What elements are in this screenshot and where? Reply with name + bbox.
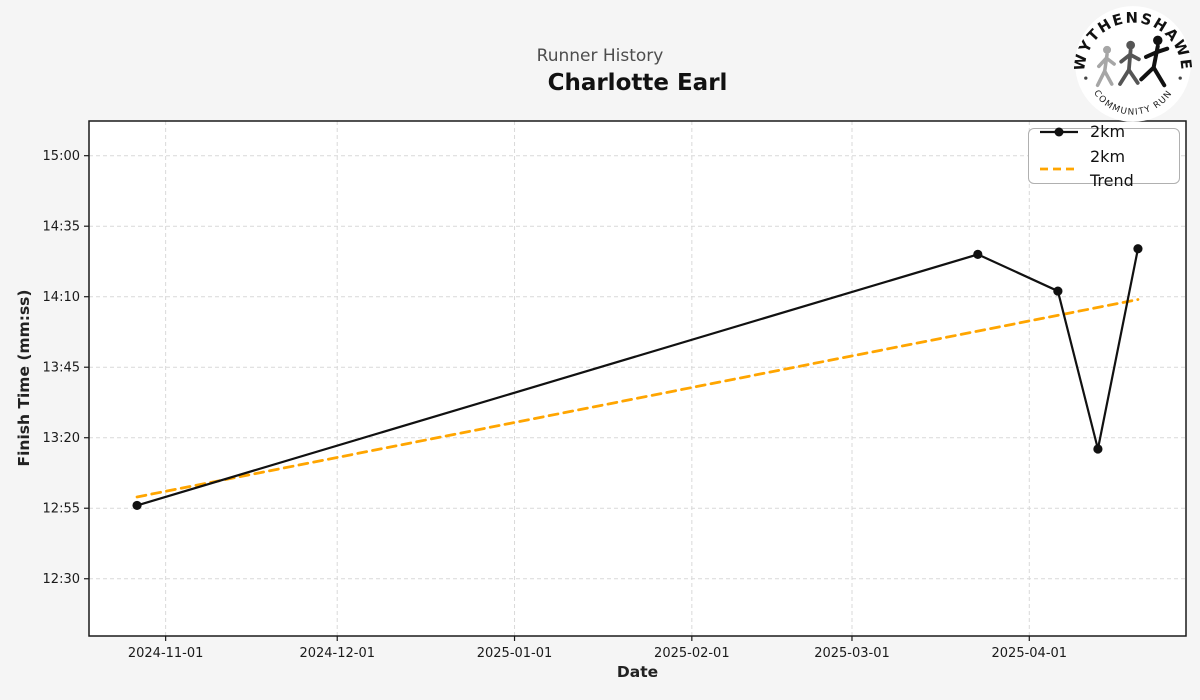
- plot-border: [88, 120, 1187, 637]
- legend-swatch-dashed-line: [1040, 167, 1078, 170]
- wythenshawe-community-run-logo: WYTHENSHAWE COMMUNITY RUN: [1074, 6, 1192, 122]
- data-point: [1093, 444, 1103, 454]
- logo-separator-dot-right: [1178, 76, 1182, 80]
- legend-marker-dot: [1054, 127, 1064, 136]
- y-tick-label: 15:00: [43, 149, 80, 164]
- runner-icon: [1095, 35, 1170, 88]
- y-tick-label: 13:20: [43, 431, 80, 446]
- series-line-2km-trend: [135, 298, 1140, 499]
- x-tick-label: 2025-02-01: [654, 646, 730, 661]
- x-tick-label: 2024-11-01: [128, 646, 204, 661]
- data-point: [973, 249, 983, 260]
- data-point: [1133, 244, 1143, 254]
- figure-subtitle: Runner History: [536, 46, 664, 66]
- data-point: [1053, 286, 1063, 296]
- x-tick-label: 2025-03-01: [814, 646, 890, 661]
- x-axis-label: Date: [616, 663, 659, 681]
- x-tick-label: 2025-01-01: [477, 646, 553, 661]
- plot-area: [89, 121, 1186, 636]
- legend-item-2km: 2km: [1038, 120, 1173, 144]
- y-tick-label: 14:35: [43, 220, 80, 235]
- logo-badge-circle: [1075, 6, 1191, 122]
- x-tick-label: 2024-12-01: [299, 646, 375, 661]
- y-tick-label: 13:45: [43, 361, 80, 376]
- legend-label: 2km: [1090, 121, 1126, 141]
- legend-item-2km-trend: 2km Trend: [1038, 145, 1173, 193]
- x-tick-label: 2025-04-01: [992, 646, 1068, 661]
- page-title: Charlotte Earl: [547, 70, 728, 96]
- data-point: [132, 500, 142, 511]
- legend-swatch-solid-line: [1040, 127, 1078, 136]
- legend: 2km 2km Trend: [1028, 122, 1180, 190]
- y-axis-label: Finish Time (mm:ss): [15, 289, 33, 467]
- y-tick-label: 14:10: [43, 290, 80, 305]
- legend-label: 2km Trend: [1090, 146, 1134, 190]
- y-tick-label: 12:55: [43, 502, 80, 517]
- y-tick-label: 12:30: [43, 572, 80, 587]
- logo-separator-dot-left: [1084, 76, 1088, 80]
